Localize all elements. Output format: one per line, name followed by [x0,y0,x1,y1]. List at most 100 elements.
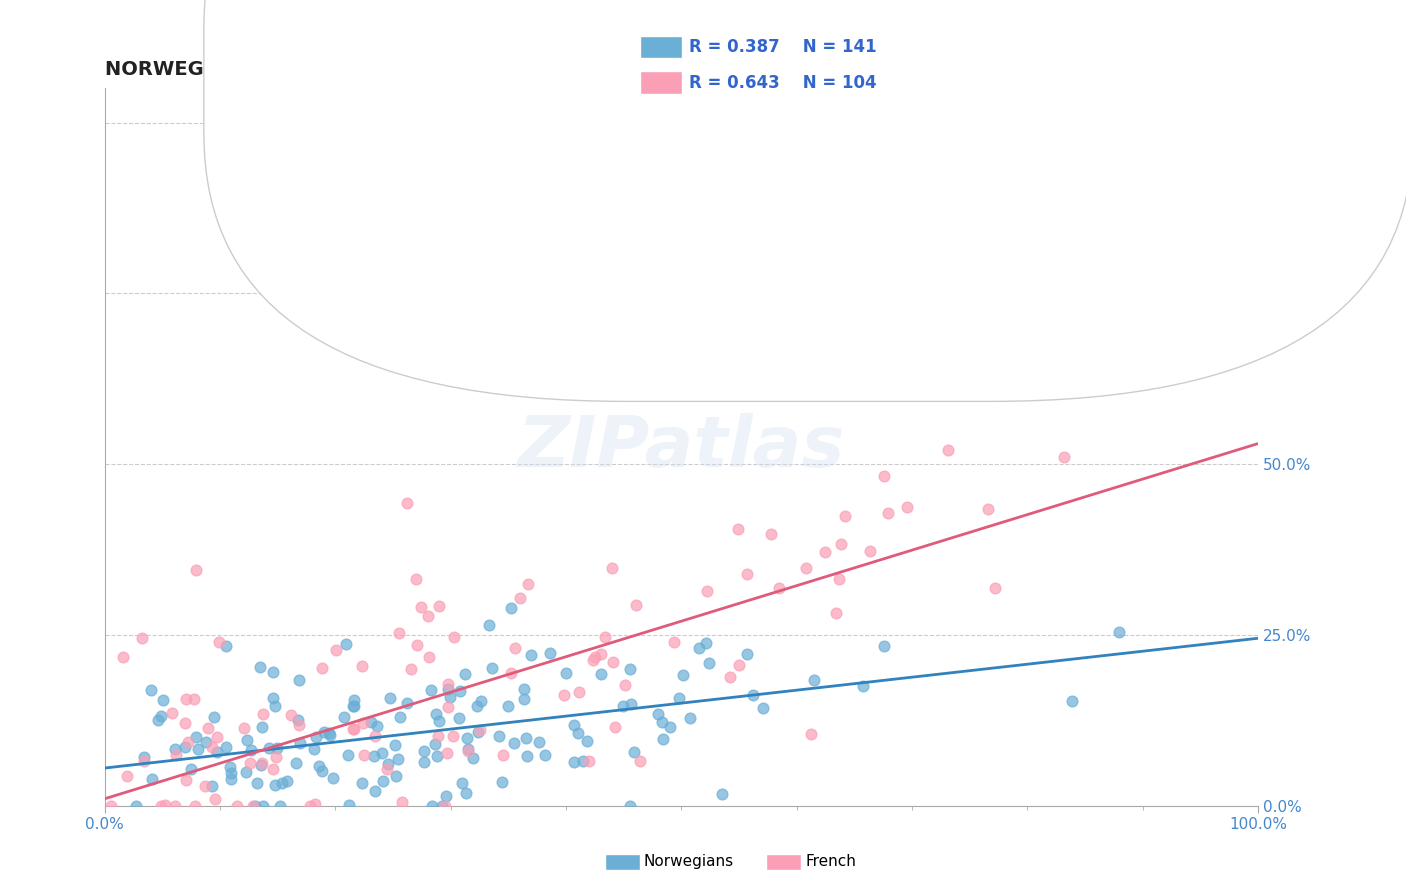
French [201,739,224,754]
French [288,718,311,732]
Norwegians [752,701,775,715]
Norwegians [388,709,411,723]
French [624,598,647,612]
Norwegians [342,698,364,713]
French [174,692,197,706]
Norwegians [314,725,336,739]
Norwegians [439,690,461,704]
Norwegians [235,765,257,780]
Norwegians [562,718,585,732]
Norwegians [481,660,503,674]
French [204,792,226,806]
Norwegians [873,640,896,654]
Norwegians [688,641,710,656]
French [266,749,288,764]
Text: R = 0.387    N = 141: R = 0.387 N = 141 [689,38,876,56]
Norwegians [311,764,333,779]
Text: NORWEGIAN VS FRENCH DISABILITY AGE 35 TO 64 CORRELATION CHART: NORWEGIAN VS FRENCH DISABILITY AGE 35 TO… [104,60,897,78]
Norwegians [659,720,682,734]
Norwegians [852,679,875,693]
Norwegians [239,742,262,756]
Norwegians [371,774,394,789]
French [976,502,998,516]
Norwegians [499,601,522,615]
French [343,722,366,736]
Norwegians [491,774,513,789]
Norwegians [187,741,209,756]
Norwegians [496,699,519,714]
Norwegians [413,744,436,758]
Norwegians [262,665,284,679]
French [194,779,217,793]
French [814,545,837,559]
Norwegians [174,740,197,755]
Norwegians [395,696,418,710]
French [304,797,326,812]
Norwegians [457,742,479,756]
Norwegians [219,772,242,786]
Norwegians [215,740,238,755]
Norwegians [205,745,228,759]
French [197,722,219,736]
Norwegians [461,751,484,765]
French [353,748,375,763]
Norwegians [423,737,446,751]
French [100,798,122,813]
French [582,652,605,666]
Norwegians [647,706,669,721]
Norwegians [619,662,641,676]
Norwegians [612,698,634,713]
Norwegians [246,775,269,789]
Norwegians [202,710,225,724]
French [115,769,138,783]
Norwegians [342,699,364,714]
Norwegians [430,798,453,813]
Norwegians [262,690,284,705]
French [896,500,918,515]
Norwegians [516,749,538,764]
Norwegians [527,735,550,749]
Norwegians [513,682,536,697]
Norwegians [575,733,598,747]
Norwegians [447,711,470,725]
French [250,756,273,771]
Norwegians [619,798,641,813]
Norwegians [263,698,285,713]
Norwegians [146,713,169,727]
Norwegians [271,775,294,789]
French [311,661,333,675]
Norwegians [420,682,443,697]
French [131,631,153,645]
French [205,730,228,744]
French [492,747,515,762]
French [578,754,600,768]
Norwegians [266,741,288,756]
French [834,508,856,523]
Norwegians [467,725,489,739]
Norwegians [333,710,356,724]
Norwegians [454,667,477,681]
Norwegians [420,798,443,813]
Norwegians [426,749,449,764]
French [252,706,274,721]
Text: R = 0.643    N = 104: R = 0.643 N = 104 [689,74,876,92]
French [516,577,538,591]
Norwegians [284,756,307,771]
Norwegians [219,765,242,780]
French [165,747,187,762]
Norwegians [803,673,825,687]
French [593,630,616,644]
French [443,630,465,644]
French [364,729,387,743]
Norwegians [412,755,434,769]
French [553,688,575,702]
French [405,638,427,652]
Norwegians [456,731,478,746]
French [436,746,458,760]
Norwegians [742,688,765,702]
French [759,527,782,541]
French [589,647,612,661]
French [436,699,458,714]
French [718,670,741,684]
Norwegians [378,690,401,705]
